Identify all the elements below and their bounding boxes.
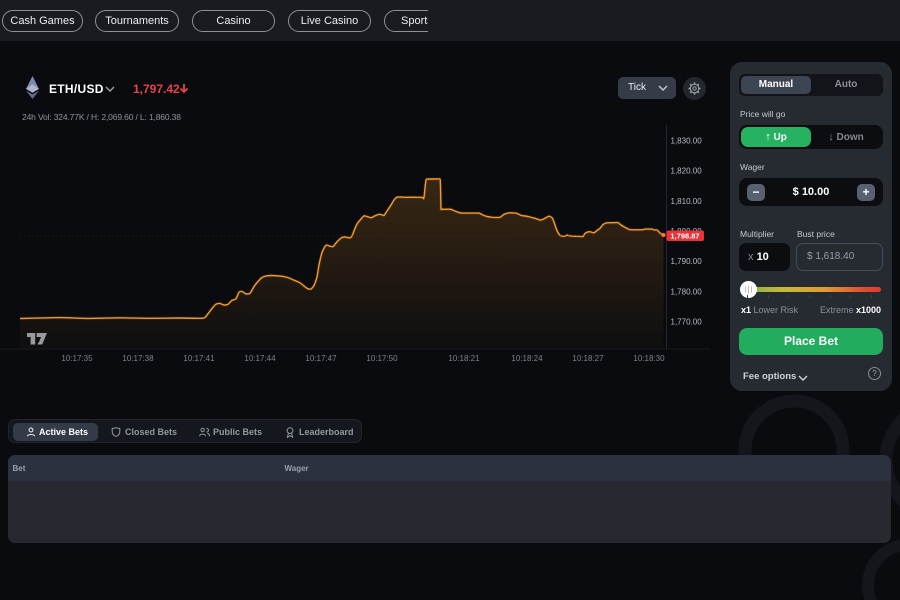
svg-text:10:18:24: 10:18:24 <box>511 354 543 363</box>
svg-text:10:18:21: 10:18:21 <box>448 354 480 363</box>
svg-text:10:18:27: 10:18:27 <box>572 354 604 363</box>
svg-text:10:17:47: 10:17:47 <box>305 354 337 363</box>
svg-text:1,810.00: 1,810.00 <box>671 197 703 206</box>
svg-text:10:17:41: 10:17:41 <box>183 354 215 363</box>
svg-text:10:17:50: 10:17:50 <box>366 354 398 363</box>
svg-text:1,770.00: 1,770.00 <box>671 318 703 327</box>
svg-text:10:17:35: 10:17:35 <box>61 354 93 363</box>
svg-text:10:18:30: 10:18:30 <box>633 354 665 363</box>
svg-text:1,830.00: 1,830.00 <box>671 136 703 145</box>
svg-text:1,798.87: 1,798.87 <box>670 232 699 241</box>
svg-text:1,790.00: 1,790.00 <box>671 257 703 266</box>
svg-text:1,820.00: 1,820.00 <box>671 167 703 176</box>
svg-text:10:17:38: 10:17:38 <box>122 354 154 363</box>
svg-text:1,780.00: 1,780.00 <box>671 287 703 296</box>
svg-text:10:17:44: 10:17:44 <box>244 354 276 363</box>
